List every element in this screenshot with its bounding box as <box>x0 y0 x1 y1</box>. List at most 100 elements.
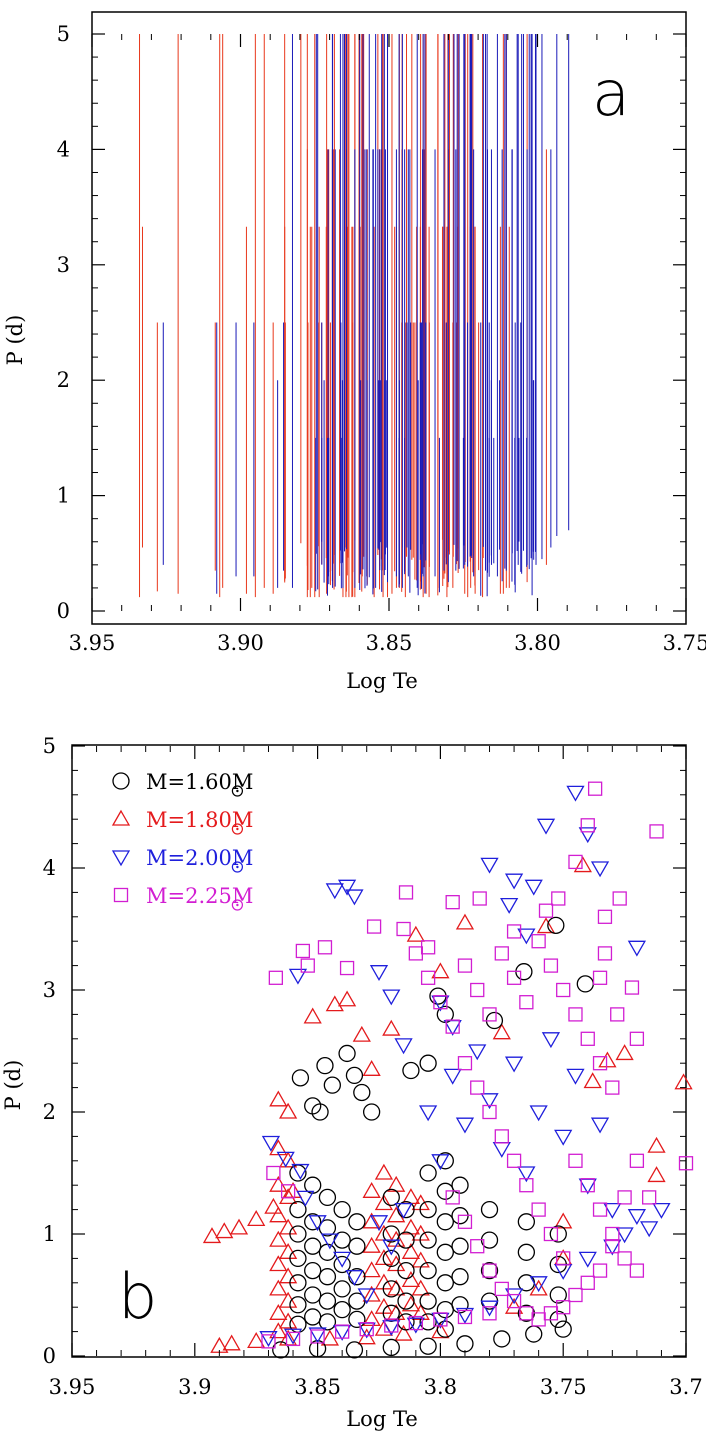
scatter-point-m-2-25m <box>538 903 554 918</box>
scatter-point-m-1-80m <box>269 1206 288 1223</box>
scatter-point-m-2-00m <box>369 965 389 982</box>
scatter-point-m-2-00m <box>455 1117 475 1134</box>
scatter-point-m-2-25m <box>506 1293 522 1309</box>
scatter-point-m-2-00m <box>536 818 556 835</box>
scatter-point-m-2-25m <box>300 958 315 973</box>
scatter-point-m-2-25m <box>494 946 509 961</box>
scatter-point-m-1-60m <box>348 1310 366 1329</box>
scatter-point-m-2-00m <box>517 1166 536 1183</box>
scatter-point-m-2-25m <box>580 1178 595 1193</box>
scatter-point-m-2-25m <box>629 1263 645 1278</box>
panel-b-ticks: 3.95 3.9 3.85 3.8 3.75 3.7 0 1 2 3 4 5 <box>43 734 703 1399</box>
scatter-point-m-1-80m <box>362 1236 381 1253</box>
scatter-point-m-1-60m <box>323 1076 341 1094</box>
scatter-point-m-1-60m <box>304 1286 322 1304</box>
x-tick-label: 3.9 <box>178 1375 211 1399</box>
scatter-point-m-2-25m <box>649 824 664 839</box>
scatter-point-m-2-25m <box>494 1129 509 1144</box>
scatter-point-m-1-60m <box>451 1268 469 1286</box>
solar-mass-symbol <box>231 785 243 797</box>
scatter-point-m-2-00m <box>455 1307 475 1324</box>
solar-mass-symbol <box>231 899 243 911</box>
scatter-point-m-2-00m <box>394 1038 413 1055</box>
scatter-point-m-2-00m <box>590 861 610 878</box>
scatter-point-m-1-80m <box>411 1251 430 1268</box>
scatter-point-m-1-80m <box>357 1328 376 1345</box>
scatter-point-m-2-25m <box>457 1214 473 1229</box>
scatter-point-m-2-25m <box>519 995 534 1010</box>
scatter-point-m-2-00m <box>652 1202 671 1219</box>
scatter-point-m-1-80m <box>269 1303 288 1320</box>
scatter-point-m-2-00m <box>590 1117 610 1134</box>
scatter-point-m-1-60m <box>549 1286 567 1304</box>
scatter-point-m-2-25m <box>445 1019 460 1034</box>
scatter-point-m-1-60m <box>272 1341 290 1359</box>
scatter-point-m-2-00m <box>480 1300 499 1317</box>
y-tick-label: 5 <box>43 734 56 758</box>
solar-mass-symbol-dot <box>236 827 239 831</box>
scatter-point-m-1-60m <box>419 1261 437 1280</box>
scatter-point-m-1-80m <box>269 1090 288 1107</box>
scatter-point-m-1-60m <box>436 1152 454 1170</box>
scatter-point-m-2-25m <box>592 1202 608 1217</box>
scatter-point-m-1-60m <box>456 1335 474 1353</box>
y-tick-label: 4 <box>43 856 56 880</box>
legend-label: M=2.25M <box>146 884 253 908</box>
panel-b: 3.95 3.9 3.85 3.8 3.75 3.7 0 1 2 3 4 5 M=1.60M M=1.8… <box>1 734 703 1431</box>
scatter-point-m-2-25m <box>580 1031 595 1046</box>
scatter-point-m-2-00m <box>443 1068 462 1085</box>
scatter-point-m-2-00m <box>578 827 597 844</box>
scatter-point-m-2-25m <box>482 1306 497 1321</box>
scatter-point-m-2-25m <box>482 1104 497 1120</box>
x-tick-label: 3.75 <box>663 631 706 655</box>
scatter-point-m-2-00m <box>504 1288 524 1305</box>
legend-symbol-triangle-up <box>111 809 131 826</box>
solar-mass-symbol-dot <box>236 789 239 793</box>
scatter-point-m-1-80m <box>269 1255 288 1272</box>
panel-a-ticks: 3.95 3.90 3.85 3.80 3.75 0 1 2 3 4 5 <box>57 22 706 655</box>
scatter-point-m-2-25m <box>617 1251 632 1266</box>
scatter-point-m-1-80m <box>401 1271 421 1288</box>
y-tick-label: 5 <box>57 22 70 46</box>
scatter-point-m-1-80m <box>401 1295 421 1312</box>
scatter-point-m-1-60m <box>289 1296 307 1314</box>
x-tick-label: 3.95 <box>49 1375 96 1399</box>
scatter-point-m-1-80m <box>583 1072 602 1089</box>
scatter-point-m-1-80m <box>362 1310 381 1327</box>
scatter-point-m-1-80m <box>279 1188 298 1205</box>
scatter-point-m-2-00m <box>529 1276 548 1293</box>
scatter-point-m-1-80m <box>279 1242 298 1259</box>
scatter-point-m-2-00m <box>276 1151 295 1168</box>
scatter-point-m-2-00m <box>431 1154 450 1171</box>
legend-symbol-circle <box>112 772 130 790</box>
scatter-point-m-2-00m <box>345 889 364 906</box>
scatter-point-m-1-60m <box>436 1213 454 1231</box>
legend-label: M=1.60M <box>146 770 253 794</box>
scatter-point-m-1-60m <box>353 1083 371 1102</box>
scatter-point-m-1-80m <box>529 1279 548 1296</box>
scatter-point-m-2-25m <box>457 1309 473 1325</box>
y-tick-label: 3 <box>43 978 56 1002</box>
scatter-point-m-2-00m <box>627 1209 647 1226</box>
scatter-point-m-1-80m <box>215 1222 234 1239</box>
scatter-point-m-2-00m <box>291 1163 310 1180</box>
panel-b-legend: M=1.60M M=1.80M M=2.00M M=2.25M <box>111 770 253 911</box>
scatter-point-m-1-60m <box>382 1280 400 1298</box>
scatter-point-m-2-25m <box>472 891 487 906</box>
scatter-point-m-1-60m <box>493 1330 511 1348</box>
scatter-point-m-1-60m <box>318 1313 337 1331</box>
scatter-point-m-2-25m <box>317 940 333 955</box>
scatter-point-m-1-80m <box>362 1261 381 1278</box>
scatter-point-m-1-80m <box>394 1324 413 1341</box>
scatter-point-m-2-25m <box>519 1178 534 1193</box>
scatter-point-m-1-60m <box>549 1225 567 1243</box>
scatter-point-m-2-25m <box>335 1324 350 1339</box>
scatter-point-m-2-25m <box>445 895 460 910</box>
scatter-point-m-1-60m <box>333 1200 351 1219</box>
scatter-point-m-1-60m <box>436 1300 454 1319</box>
scatter-point-m-2-25m <box>470 982 485 998</box>
solar-mass-symbol-dot <box>236 865 239 869</box>
scatter-point-m-2-00m <box>517 928 536 945</box>
scatter-point-m-2-00m <box>566 1068 585 1085</box>
scatter-point-m-1-60m <box>348 1268 366 1286</box>
